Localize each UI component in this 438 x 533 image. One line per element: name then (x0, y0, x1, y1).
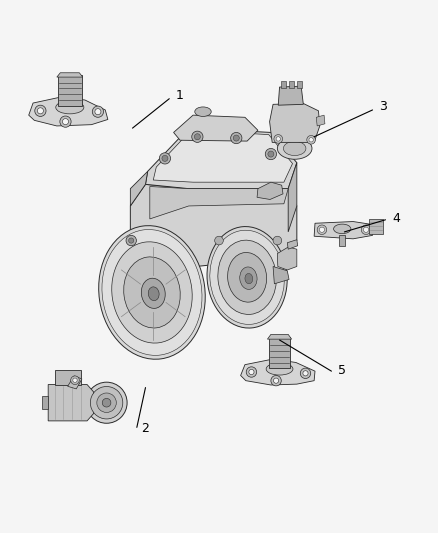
Circle shape (233, 135, 239, 141)
Ellipse shape (97, 393, 117, 413)
Circle shape (309, 138, 313, 142)
Circle shape (162, 155, 168, 161)
Circle shape (361, 225, 371, 235)
Polygon shape (58, 75, 82, 107)
Polygon shape (42, 396, 48, 409)
Polygon shape (57, 73, 83, 77)
Text: 3: 3 (379, 100, 387, 113)
Circle shape (271, 375, 281, 386)
Circle shape (265, 149, 276, 160)
Ellipse shape (124, 257, 180, 328)
Polygon shape (131, 184, 297, 271)
Text: 1: 1 (176, 89, 184, 102)
Circle shape (268, 151, 274, 157)
Circle shape (194, 134, 201, 140)
Circle shape (159, 153, 170, 164)
Polygon shape (240, 359, 315, 385)
Circle shape (71, 376, 79, 384)
Text: 5: 5 (338, 364, 346, 377)
Ellipse shape (86, 382, 127, 423)
Ellipse shape (283, 141, 306, 156)
Polygon shape (277, 247, 297, 270)
Polygon shape (48, 384, 94, 421)
Polygon shape (288, 163, 297, 232)
Polygon shape (131, 172, 148, 206)
Circle shape (303, 371, 308, 376)
Polygon shape (268, 334, 292, 339)
Ellipse shape (148, 287, 159, 301)
Circle shape (129, 238, 134, 243)
Text: 2: 2 (141, 422, 149, 435)
Polygon shape (297, 80, 302, 88)
Circle shape (364, 227, 369, 232)
Circle shape (35, 105, 46, 116)
Circle shape (37, 108, 43, 114)
Circle shape (63, 119, 68, 125)
Circle shape (92, 106, 103, 117)
Circle shape (95, 109, 101, 115)
Polygon shape (55, 370, 81, 385)
Ellipse shape (266, 363, 293, 375)
Polygon shape (173, 115, 258, 141)
Ellipse shape (102, 398, 111, 407)
Circle shape (307, 135, 315, 144)
Polygon shape (289, 80, 294, 88)
Polygon shape (270, 103, 320, 142)
Circle shape (276, 137, 280, 141)
Polygon shape (281, 80, 286, 88)
Circle shape (273, 378, 279, 383)
Ellipse shape (228, 253, 267, 302)
Text: 4: 4 (392, 213, 400, 225)
Circle shape (73, 378, 77, 382)
Ellipse shape (207, 227, 287, 328)
Polygon shape (278, 86, 304, 105)
Polygon shape (269, 337, 290, 368)
Ellipse shape (218, 240, 276, 314)
Polygon shape (316, 115, 325, 126)
Circle shape (60, 116, 71, 127)
Circle shape (317, 225, 327, 235)
Polygon shape (29, 97, 108, 126)
Polygon shape (257, 182, 283, 199)
Circle shape (249, 369, 254, 375)
Polygon shape (145, 128, 297, 189)
Ellipse shape (195, 107, 211, 116)
Circle shape (192, 131, 203, 142)
Circle shape (274, 135, 283, 143)
Ellipse shape (277, 138, 312, 159)
Circle shape (273, 236, 282, 245)
Ellipse shape (56, 101, 84, 114)
Circle shape (246, 367, 257, 377)
Circle shape (215, 236, 223, 245)
Polygon shape (287, 240, 298, 249)
Polygon shape (339, 236, 345, 246)
Circle shape (231, 132, 242, 144)
Ellipse shape (245, 273, 253, 284)
Polygon shape (67, 376, 82, 389)
Ellipse shape (141, 278, 165, 309)
Polygon shape (314, 222, 372, 239)
Circle shape (319, 227, 325, 232)
Polygon shape (150, 187, 288, 219)
Circle shape (300, 368, 311, 378)
Ellipse shape (210, 230, 284, 325)
Polygon shape (153, 130, 293, 182)
Ellipse shape (334, 224, 351, 233)
Circle shape (126, 236, 136, 246)
Ellipse shape (99, 225, 205, 359)
Ellipse shape (240, 267, 257, 289)
Polygon shape (273, 266, 289, 284)
Ellipse shape (102, 230, 202, 356)
Ellipse shape (112, 242, 192, 343)
Ellipse shape (90, 386, 123, 419)
Polygon shape (370, 219, 383, 235)
